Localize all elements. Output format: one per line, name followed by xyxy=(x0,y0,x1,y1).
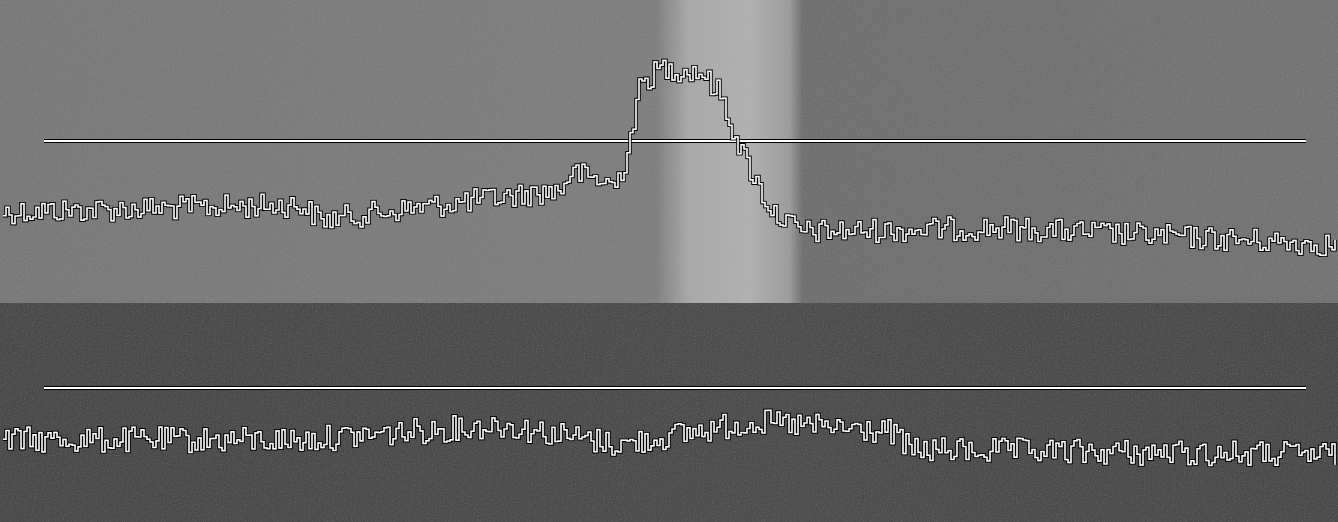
trace xyxy=(3,59,1336,257)
trace xyxy=(3,409,1336,467)
